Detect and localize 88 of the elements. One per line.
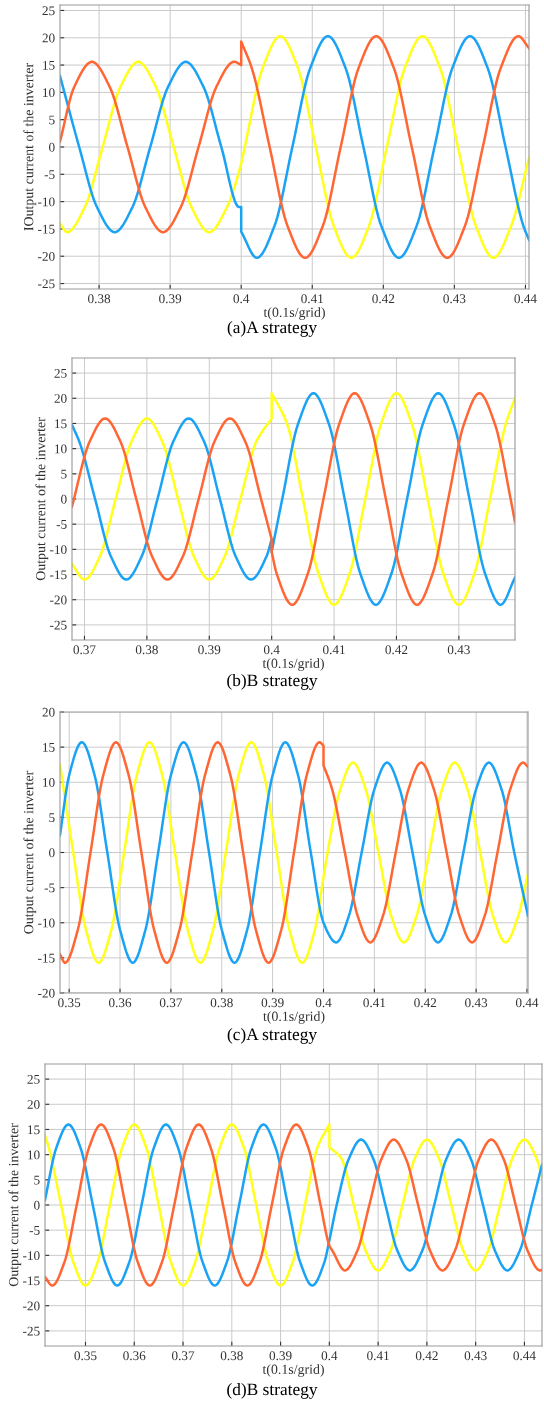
y-tick-label: -20 <box>23 1301 40 1311</box>
y-tick-label: 15 <box>43 742 55 752</box>
y-axis-title: Output current of the inverter <box>23 770 37 934</box>
y-tick-label: 25 <box>54 368 67 378</box>
y-tick-label: -20 <box>50 595 67 605</box>
x-tick-label: 0.39 <box>261 998 284 1008</box>
x-tick-label: 0.35 <box>74 1351 97 1361</box>
text: (a)A strategy <box>227 321 318 337</box>
y-tick-label: -20 <box>38 988 55 998</box>
x-tick-label: 0.39 <box>269 1351 292 1361</box>
y-tick-label: -5 <box>44 883 55 893</box>
x-tick-label: 0.38 <box>210 998 233 1008</box>
x-tick-label: 0.42 <box>385 645 408 655</box>
text: (c)A strategy <box>227 1028 318 1044</box>
y-tick-label: 10 <box>43 778 55 787</box>
x-tick-label: 0.43 <box>447 645 470 655</box>
x-tick-label: 0.43 <box>465 998 488 1008</box>
y-tick-label: 10 <box>28 1150 40 1160</box>
x-tick-label: 0.39 <box>159 294 182 304</box>
y-tick-label: -5 <box>29 1226 40 1235</box>
x-tick-label: 0.38 <box>88 294 111 304</box>
x-tick-label: 0.38 <box>135 645 158 655</box>
x-tick-label: 0.4 <box>263 645 280 655</box>
x-axis-title: t(0.1s/grid) <box>263 307 325 320</box>
y-tick-label: 20 <box>54 394 67 403</box>
y-tick-label: 5 <box>34 1175 40 1185</box>
y-tick-label: 0 <box>34 1200 40 1210</box>
y-tick-label: 25 <box>27 1074 40 1084</box>
x-tick-label: 0.35 <box>58 998 81 1008</box>
y-tick-label: -5 <box>56 520 67 529</box>
x-tick-label: 0.41 <box>323 645 345 655</box>
y-tick-label: 10 <box>43 88 55 98</box>
x-tick-label: 0.42 <box>372 294 395 304</box>
y-tick-label: -25 <box>50 620 67 630</box>
x-tick-label: 0.4 <box>315 998 332 1008</box>
x-tick-label: 0.42 <box>415 1351 438 1361</box>
y-tick-label: -25 <box>23 1326 40 1336</box>
x-tick-label: 0.38 <box>220 1351 243 1361</box>
y-tick-label: 25 <box>42 6 55 16</box>
x-tick-label: 0.41 <box>367 1351 389 1361</box>
x-tick-label: 0.43 <box>443 294 466 304</box>
x-axis-title: t(0.1s/grid) <box>263 1011 325 1024</box>
x-tick-label: 0.39 <box>198 645 221 655</box>
y-tick-label: -15 <box>23 1276 40 1286</box>
x-tick-label: 0.44 <box>514 294 537 304</box>
text: (d)B strategy <box>227 1383 318 1399</box>
y-tick-label: -10 <box>38 918 55 928</box>
x-tick-label: 0.43 <box>464 1351 487 1361</box>
y-tick-label: 15 <box>43 60 55 70</box>
y-tick-label: 20 <box>27 1100 40 1109</box>
y-tick-label: 15 <box>28 1125 40 1135</box>
y-tick-label: 10 <box>55 444 67 454</box>
y-axis-title: IOutput current of the inverter <box>23 63 37 231</box>
x-tick-label: 0.4 <box>321 1351 338 1361</box>
x-tick-label: 0.42 <box>414 998 437 1008</box>
y-tick-label: 0 <box>49 142 55 152</box>
x-tick-label: 0.4 <box>233 294 250 304</box>
y-tick-label: -10 <box>38 197 55 207</box>
text: (b)B strategy <box>227 674 318 690</box>
x-tick-label: 0.44 <box>513 1351 536 1361</box>
y-tick-label: -5 <box>44 170 55 180</box>
y-tick-label: 15 <box>55 419 67 429</box>
y-tick-label: -10 <box>50 545 67 555</box>
x-axis-title: t(0.1s/grid) <box>262 658 324 671</box>
x-tick-label: 0.36 <box>108 998 132 1008</box>
x-axis-title: t(0.1s/grid) <box>262 1364 324 1377</box>
y-tick-label: 5 <box>61 469 67 479</box>
y-tick-label: -15 <box>38 224 55 234</box>
y-axis-title: Output current of the inverter <box>35 417 49 581</box>
y-tick-label: 0 <box>49 848 55 858</box>
y-axis-title: Output current of the inverter <box>8 1123 22 1287</box>
y-tick-label: -20 <box>38 252 55 261</box>
y-tick-label: 5 <box>49 115 55 125</box>
x-tick-label: 0.37 <box>171 1351 195 1361</box>
x-tick-label: 0.41 <box>363 998 386 1008</box>
y-tick-label: -15 <box>38 953 55 963</box>
x-tick-label: 0.37 <box>73 645 96 655</box>
x-tick-label: 0.44 <box>515 998 539 1008</box>
x-tick-label: 0.41 <box>301 294 324 304</box>
y-tick-label: -10 <box>23 1251 40 1261</box>
x-tick-label: 0.36 <box>123 1351 146 1361</box>
x-tick-label: 0.37 <box>159 998 183 1008</box>
y-tick-label: -25 <box>38 279 55 289</box>
y-tick-label: 0 <box>61 494 67 504</box>
y-tick-label: 20 <box>42 33 55 43</box>
y-tick-label: 20 <box>42 707 55 717</box>
y-tick-label: -15 <box>50 570 67 580</box>
y-tick-label: 5 <box>49 813 55 823</box>
